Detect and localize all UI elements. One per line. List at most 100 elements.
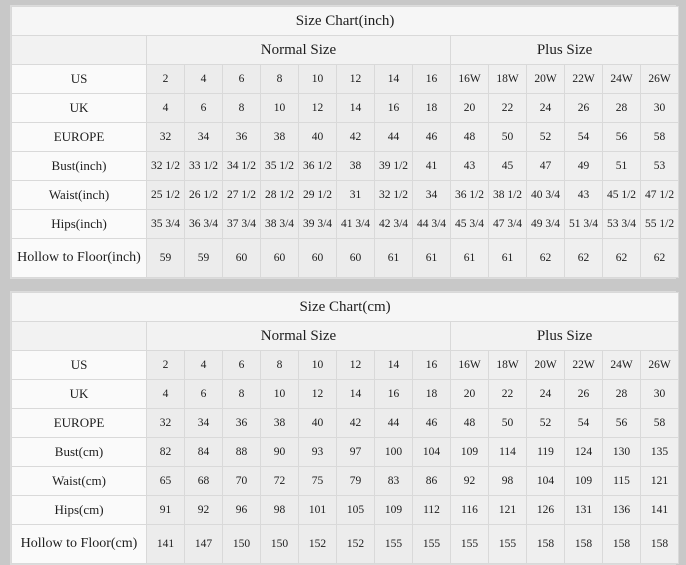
table-cell: 14 xyxy=(336,379,375,409)
size-chart-page: Size Chart(inch) Normal Size Plus Size US 2 4… xyxy=(10,5,680,565)
table-cell: 92 xyxy=(184,495,223,525)
table-cell: 20W xyxy=(526,64,565,94)
table-cell: 104 xyxy=(526,466,565,496)
group-header-normal-size: Normal Size xyxy=(146,321,451,351)
table-cell: 65 xyxy=(146,466,185,496)
table-cell: 58 xyxy=(639,408,680,438)
chart-title: Size Chart(inch) xyxy=(10,6,680,36)
table-cell: 6 xyxy=(184,93,223,123)
row-label: Bust(cm) xyxy=(11,437,147,467)
table-cell: 12 xyxy=(298,379,337,409)
table-cell: 25 1/2 xyxy=(146,180,185,210)
table-cell: 36 3/4 xyxy=(184,209,223,239)
table-cell: 150 xyxy=(260,524,299,564)
table-cell: 109 xyxy=(564,466,603,496)
table-cell: 34 xyxy=(184,408,223,438)
table-cell: 51 xyxy=(602,151,641,181)
table-cell: 34 1/2 xyxy=(222,151,261,181)
table-cell: 61 xyxy=(488,238,527,278)
table-cell: 51 3/4 xyxy=(564,209,603,239)
table-cell: 4 xyxy=(184,350,223,380)
table-cell: 155 xyxy=(450,524,489,564)
table-cell: 135 xyxy=(639,437,680,467)
table-cell: 75 xyxy=(298,466,337,496)
table-cell: 88 xyxy=(222,437,261,467)
table-cell: 10 xyxy=(260,379,299,409)
table-cell: 8 xyxy=(222,93,261,123)
table-cell: 32 xyxy=(146,122,185,152)
table-cell: 40 xyxy=(298,122,337,152)
table-cell: 20 xyxy=(450,379,489,409)
table-row: Bust(cm) 82 84 88 90 93 97 100 104 109 114 119 124 13… xyxy=(11,437,680,467)
table-cell: 61 xyxy=(374,238,413,278)
table-cell: 35 3/4 xyxy=(146,209,185,239)
table-cell: 16 xyxy=(374,93,413,123)
group-header-blank xyxy=(11,321,147,351)
row-label: Hips(cm) xyxy=(11,495,147,525)
table-cell: 53 3/4 xyxy=(602,209,641,239)
table-cell: 41 3/4 xyxy=(336,209,375,239)
table-cell: 10 xyxy=(298,350,337,380)
table-cell: 6 xyxy=(222,64,261,94)
row-label: Hollow to Floor(inch) xyxy=(11,238,147,278)
table-cell: 62 xyxy=(602,238,641,278)
table-cell: 14 xyxy=(374,64,413,94)
table-cell: 32 xyxy=(146,408,185,438)
table-cell: 105 xyxy=(336,495,375,525)
table-row: Hollow to Floor(cm) 141 147 150 150 152 152 155… xyxy=(11,524,680,564)
table-cell: 24 xyxy=(526,379,565,409)
table-cell: 26W xyxy=(639,64,680,94)
row-label: Waist(cm) xyxy=(11,466,147,496)
group-header-row: Normal Size Plus Size xyxy=(11,321,680,351)
table-cell: 36 1/2 xyxy=(298,151,337,181)
table-cell: 50 xyxy=(488,408,527,438)
table-cell: 38 3/4 xyxy=(260,209,299,239)
table-cell: 109 xyxy=(374,495,413,525)
table-cell: 93 xyxy=(298,437,337,467)
table-cell: 35 1/2 xyxy=(260,151,299,181)
table-cell: 104 xyxy=(412,437,451,467)
group-header-row: Normal Size Plus Size xyxy=(11,35,680,65)
table-cell: 20W xyxy=(526,350,565,380)
table-cell: 38 xyxy=(260,122,299,152)
table-cell: 50 xyxy=(488,122,527,152)
row-label: Bust(inch) xyxy=(11,151,147,181)
table-cell: 24W xyxy=(602,350,641,380)
table-row: UK 4 6 8 10 12 14 16 18 20 22 24 26 28 30 xyxy=(11,93,680,123)
table-cell: 43 xyxy=(564,180,603,210)
table-cell: 16W xyxy=(450,350,489,380)
table-cell: 60 xyxy=(298,238,337,278)
table-cell: 42 xyxy=(336,408,375,438)
table-row: Waist(inch) 25 1/2 26 1/2 27 1/2 28 1/2 29 1/… xyxy=(11,180,680,210)
table-cell: 100 xyxy=(374,437,413,467)
row-label: EUROPE xyxy=(11,408,147,438)
table-cell: 18W xyxy=(488,64,527,94)
table-cell: 16 xyxy=(374,379,413,409)
table-cell: 28 1/2 xyxy=(260,180,299,210)
table-row: US 2 4 6 8 10 12 14 16 16W 18W 20W 22W 24W 26W xyxy=(11,350,680,380)
table-cell: 155 xyxy=(412,524,451,564)
table-cell: 84 xyxy=(184,437,223,467)
table-cell: 114 xyxy=(488,437,527,467)
table-cell: 6 xyxy=(222,350,261,380)
table-cell: 34 xyxy=(184,122,223,152)
table-cell: 45 xyxy=(488,151,527,181)
table-cell: 116 xyxy=(450,495,489,525)
size-chart-inch: Size Chart(inch) Normal Size Plus Size US 2 4… xyxy=(10,5,680,279)
table-cell: 112 xyxy=(412,495,451,525)
table-cell: 72 xyxy=(260,466,299,496)
table-cell: 58 xyxy=(639,122,680,152)
table-cell: 14 xyxy=(374,350,413,380)
table-row: UK 4 6 8 10 12 14 16 18 20 22 24 26 28 30 xyxy=(11,379,680,409)
table-cell: 42 3/4 xyxy=(374,209,413,239)
table-cell: 119 xyxy=(526,437,565,467)
size-chart-cm: Size Chart(cm) Normal Size Plus Size US 2 4 6 8… xyxy=(10,291,680,565)
table-cell: 45 1/2 xyxy=(602,180,641,210)
group-header-plus-size: Plus Size xyxy=(449,35,680,65)
table-cell: 14 xyxy=(336,93,375,123)
table-cell: 86 xyxy=(412,466,451,496)
table-cell: 158 xyxy=(526,524,565,564)
table-cell: 158 xyxy=(602,524,641,564)
table-cell: 56 xyxy=(602,122,641,152)
table-cell: 39 1/2 xyxy=(374,151,413,181)
